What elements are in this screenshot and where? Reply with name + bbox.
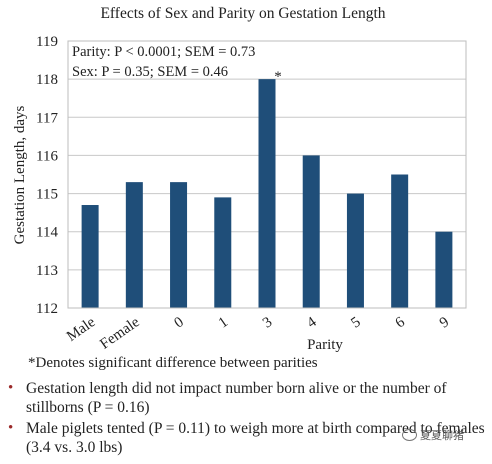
x-tick-label: Male: [64, 314, 99, 345]
watermark-text: 夏夏聊猪: [420, 429, 464, 442]
bar-0: [170, 182, 188, 308]
x-tick-label: 5: [348, 314, 363, 331]
significance-marker: *: [274, 69, 282, 85]
bar-female: [125, 182, 143, 308]
x-tick-label: 1: [216, 314, 231, 331]
y-tick-label: 119: [36, 34, 58, 50]
footnote: *Denotes significant difference between …: [28, 355, 318, 371]
bars: [81, 79, 453, 309]
bar-5: [346, 193, 364, 308]
x-axis-label: Parity: [307, 337, 343, 353]
y-tick-labels: 112 113 114 115 116 117 118 119: [36, 34, 58, 317]
bullet-item: • Gestation length did not impact number…: [6, 379, 486, 417]
x-tick-label: 3: [260, 314, 275, 331]
bullet-item: • Male piglets tented (P = 0.11) to weig…: [6, 419, 486, 457]
x-tick-label: 0: [172, 314, 187, 331]
stats-annotation-sex: Sex: P = 0.35; SEM = 0.46: [72, 64, 228, 80]
stats-annotation-parity: Parity: P < 0.0001; SEM = 0.73: [72, 44, 255, 60]
bullet-icon: •: [8, 380, 14, 396]
x-tick-label: 9: [437, 314, 452, 331]
bullet-icon: •: [8, 420, 14, 436]
x-tick-label: Female: [97, 314, 143, 353]
bullet-list: • Gestation length did not impact number…: [6, 379, 486, 459]
x-tick-label: 4: [304, 314, 320, 332]
bullet-text: Gestation length did not impact number b…: [26, 380, 447, 416]
chart-title: Effects of Sex and Parity on Gestation L…: [100, 5, 385, 22]
y-tick-label: 117: [36, 110, 58, 126]
y-tick-label: 114: [36, 225, 58, 241]
wechat-icon: [402, 429, 417, 441]
bar-6: [391, 174, 409, 308]
bar-4: [302, 155, 320, 308]
y-tick-label: 112: [36, 301, 58, 317]
y-tick-label: 115: [36, 187, 58, 203]
bar-chart: Effects of Sex and Parity on Gestation L…: [12, 5, 467, 353]
watermark: 夏夏聊猪: [402, 427, 464, 443]
bullet-text: Male piglets tented (P = 0.11) to weigh …: [26, 420, 485, 456]
x-tick-label: 6: [393, 314, 409, 332]
y-tick-label: 113: [36, 263, 58, 279]
bar-3: [258, 79, 276, 309]
bar-9: [435, 231, 453, 308]
plot-frame: [67, 40, 467, 309]
y-tick-label: 118: [36, 72, 58, 88]
bar-1: [214, 197, 232, 308]
y-tick-label: 116: [36, 148, 58, 164]
y-axis-label: Gestation Length, days: [12, 105, 28, 244]
bar-male: [81, 205, 99, 308]
